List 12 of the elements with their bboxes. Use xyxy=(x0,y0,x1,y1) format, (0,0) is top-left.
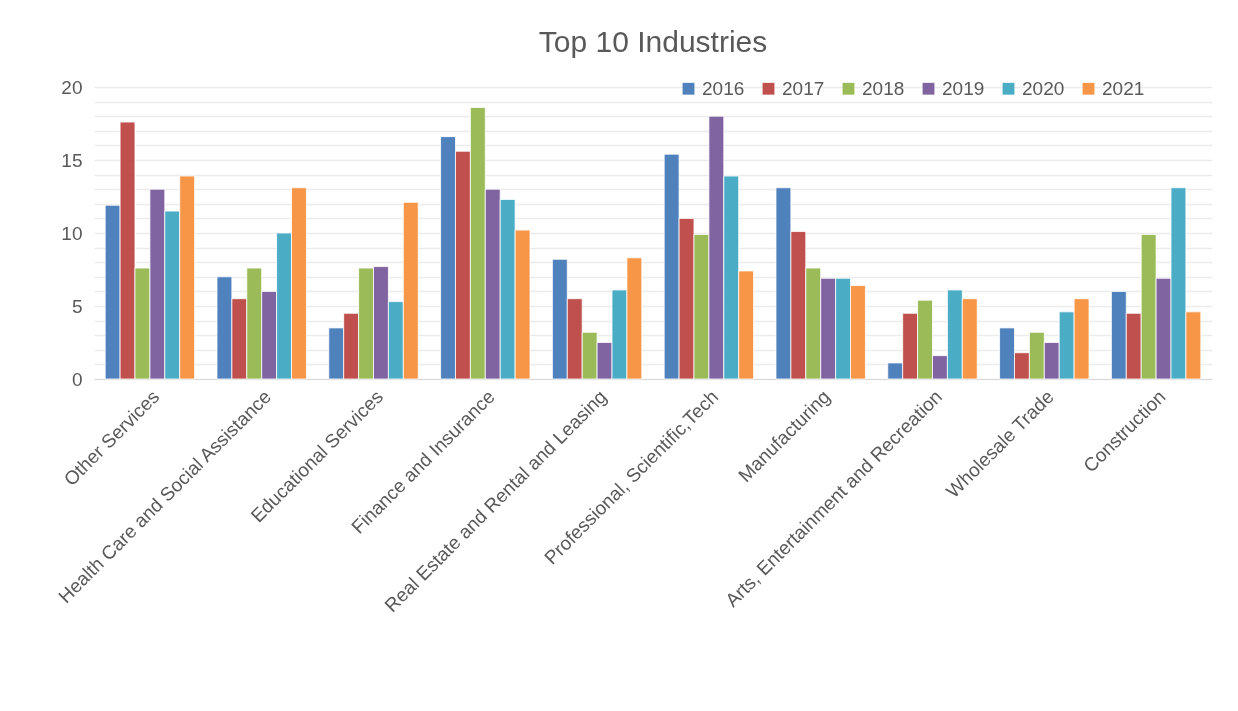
legend-label: 2018 xyxy=(862,77,905,99)
legend-label: 2020 xyxy=(1022,77,1065,99)
legend-label: 2016 xyxy=(702,77,745,99)
legend-label: 2021 xyxy=(1102,77,1145,99)
y-tick-label: 20 xyxy=(61,76,83,98)
chart-title: Top 10 Industries xyxy=(538,25,768,58)
y-tick-label: 5 xyxy=(71,295,83,317)
y-tick-label: 10 xyxy=(61,222,83,244)
legend-label: 2019 xyxy=(942,77,985,99)
y-tick-label: 0 xyxy=(71,368,83,390)
y-tick-label: 15 xyxy=(61,149,83,171)
legend-label: 2017 xyxy=(782,77,825,99)
